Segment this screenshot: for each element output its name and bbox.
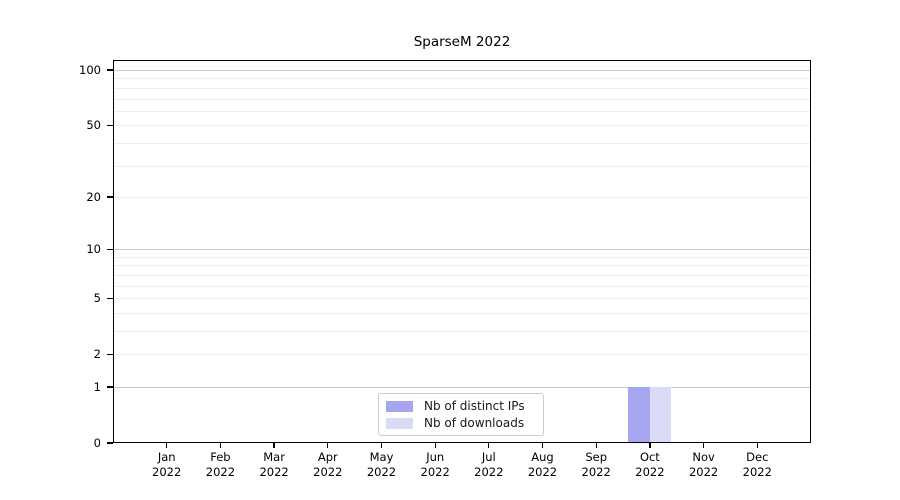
- downloads-swatch: [386, 417, 413, 429]
- x-tick: [488, 443, 490, 448]
- x-tick-label: Jan 2022: [152, 450, 182, 479]
- x-tick-label: Jul 2022: [474, 450, 504, 479]
- y-tick: [107, 297, 113, 299]
- legend-label-downloads: Nb of downloads: [424, 416, 525, 430]
- x-tick: [541, 443, 544, 448]
- plot-area: [113, 60, 811, 443]
- x-tick: [434, 443, 436, 448]
- y-tick: [107, 124, 113, 126]
- x-tick-label: Mar 2022: [259, 450, 289, 479]
- gridline: [113, 265, 811, 267]
- chart-title: SparseM 2022: [413, 34, 511, 50]
- x-tick: [166, 443, 168, 448]
- gridline: [113, 110, 811, 112]
- x-tick: [219, 443, 222, 448]
- gridline: [113, 331, 811, 332]
- legend-item-downloads: Nb of downloads: [386, 416, 534, 430]
- y-tick-label: 100: [79, 63, 101, 77]
- y-tick: [107, 248, 113, 250]
- x-tick-label: May 2022: [366, 450, 397, 479]
- gridline: [113, 298, 811, 300]
- x-tick: [327, 443, 329, 448]
- gridline: [113, 256, 811, 258]
- gridline: [113, 274, 811, 276]
- y-tick: [107, 196, 113, 198]
- gridline: [113, 285, 811, 287]
- y-tick-label: 5: [93, 291, 101, 306]
- bar-nb-of-downloads-oct: [649, 387, 672, 443]
- x-tick-label: Aug 2022: [527, 450, 558, 479]
- bar-nb-of-distinct-ips-oct: [628, 387, 650, 443]
- x-tick: [273, 443, 275, 448]
- gridline: [113, 312, 811, 314]
- x-tick: [756, 443, 758, 448]
- x-tick-label: Nov 2022: [688, 450, 719, 479]
- legend-item-distinct-ips: Nb of distinct IPs: [386, 399, 534, 413]
- y-tick: [107, 386, 113, 388]
- x-tick: [595, 443, 597, 448]
- x-tick-label: Sep 2022: [581, 450, 611, 479]
- y-tick-label: 20: [86, 189, 101, 204]
- gridline: [113, 249, 811, 251]
- x-tick-label: Jun 2022: [420, 450, 450, 479]
- x-tick-label: Dec 2022: [742, 450, 772, 479]
- y-tick: [107, 442, 113, 444]
- x-tick: [702, 443, 705, 448]
- y-tick-label: 50: [86, 118, 101, 133]
- gridline: [113, 387, 811, 388]
- gridline: [113, 70, 811, 71]
- gridline: [113, 87, 811, 89]
- gridline: [113, 142, 811, 144]
- y-tick: [107, 69, 113, 71]
- x-tick: [380, 443, 383, 448]
- legend-label-distinct-ips: Nb of distinct IPs: [424, 399, 525, 413]
- y-tick-label: 0: [93, 436, 101, 450]
- gridline: [113, 196, 811, 198]
- x-tick-label: Feb 2022: [205, 450, 236, 479]
- x-tick-label: Apr 2022: [313, 450, 343, 479]
- gridline: [113, 78, 811, 80]
- y-tick-label: 10: [86, 242, 101, 257]
- y-tick-label: 2: [93, 347, 101, 362]
- gridline: [113, 354, 811, 356]
- gridline: [113, 165, 811, 167]
- x-tick: [649, 443, 651, 448]
- gridline: [113, 98, 811, 100]
- y-tick: [107, 353, 113, 355]
- y-tick-label: 1: [93, 380, 101, 394]
- legend: Nb of distinct IPs Nb of downloads: [378, 393, 544, 436]
- distinct-ips-swatch: [386, 400, 413, 412]
- x-tick-label: Oct 2022: [635, 450, 665, 479]
- gridline: [113, 125, 811, 127]
